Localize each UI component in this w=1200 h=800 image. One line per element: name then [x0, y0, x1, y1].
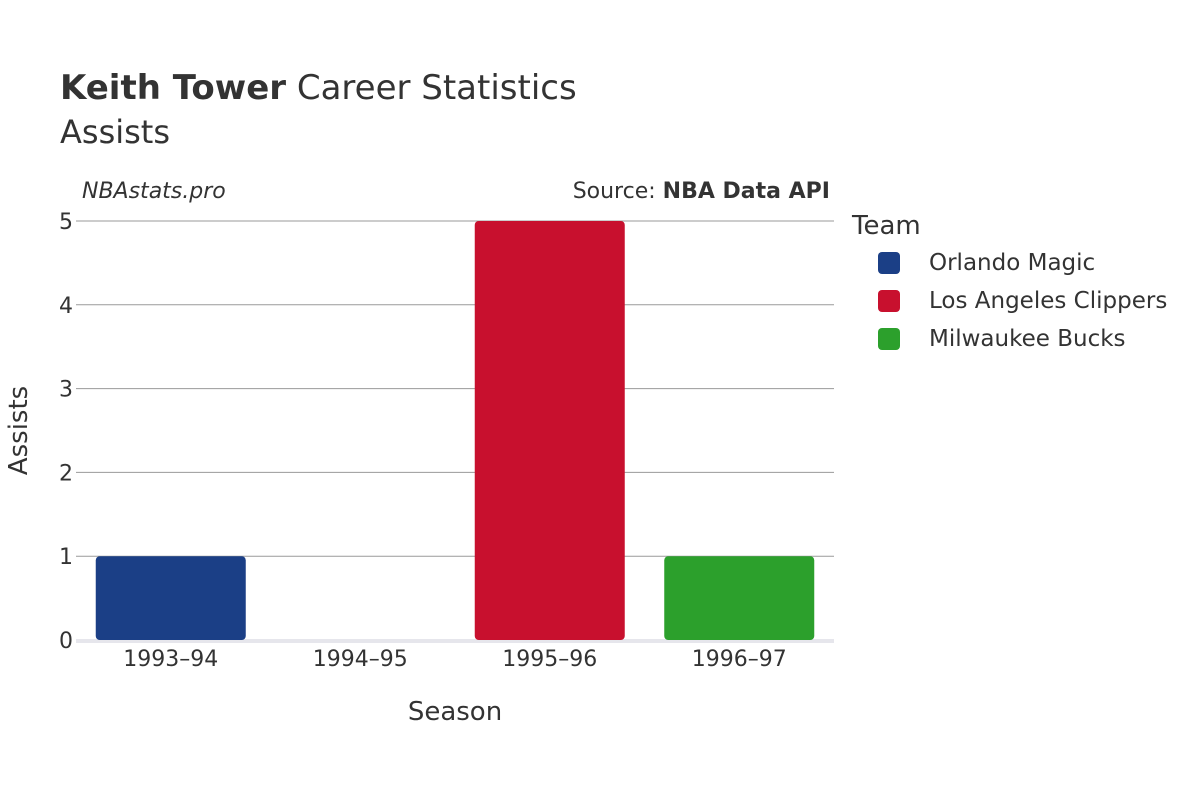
legend-item-orlando-magic[interactable]: Orlando Magic [852, 248, 1095, 286]
source-name: NBA Data API [662, 179, 830, 204]
legend-label: Orlando Magic [929, 250, 1096, 276]
legend-item-los-angeles-clippers[interactable]: Los Angeles Clippers [852, 286, 1167, 324]
legend-swatch [878, 328, 900, 350]
bar-1996–97 [664, 556, 815, 640]
chart-title-player: Keith Tower [60, 68, 287, 108]
chart-title: Keith Tower Career Statistics [60, 68, 577, 108]
legend-item-milwaukee-bucks[interactable]: Milwaukee Bucks [852, 324, 1126, 362]
source-credit: Source: NBA Data API [573, 178, 830, 206]
legend-label: Los Angeles Clippers [929, 288, 1168, 314]
y-tick-label: 2 [59, 461, 73, 486]
x-tick-label: 1994–95 [313, 647, 408, 672]
watermark: NBAstats.pro [82, 179, 226, 204]
bar-1993–94 [95, 556, 246, 640]
x-tick-label: 1996–97 [692, 647, 787, 672]
source-prefix: Source: [572, 179, 663, 204]
y-tick-label: 3 [59, 378, 73, 403]
y-tick-label: 1 [59, 545, 73, 570]
y-tick-label: 4 [59, 294, 73, 319]
x-tick-label: 1995–96 [502, 647, 597, 672]
x-tick-label: 1993–94 [123, 647, 218, 672]
legend: Team Orlando Magic Los Angeles Clippers … [852, 210, 1167, 362]
y-tick-label: 0 [59, 629, 73, 654]
y-axis-title: Assists [4, 386, 34, 475]
legend-swatch [878, 290, 900, 312]
legend-swatch [878, 252, 900, 274]
chart-title-rest: Career Statistics [296, 68, 577, 108]
x-axis-title: Season [408, 697, 502, 727]
bar-1995–96 [474, 221, 625, 640]
y-tick-label: 5 [59, 210, 73, 235]
legend-title: Team [852, 211, 921, 241]
legend-label: Milwaukee Bucks [929, 326, 1126, 352]
chart-subtitle: Assists [60, 113, 171, 151]
